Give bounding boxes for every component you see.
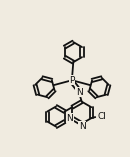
Text: N: N — [76, 88, 83, 97]
Text: N: N — [79, 122, 86, 131]
Text: P: P — [69, 76, 75, 85]
Text: Cl: Cl — [98, 112, 107, 121]
Text: N: N — [66, 114, 73, 123]
